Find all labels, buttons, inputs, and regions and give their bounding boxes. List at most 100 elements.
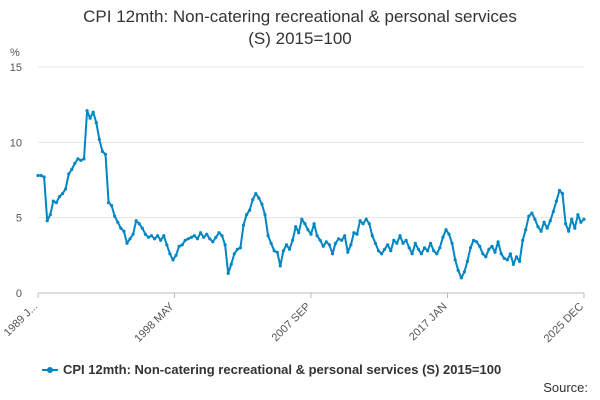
data-point [465, 259, 469, 263]
data-point [398, 234, 402, 238]
data-point [358, 219, 362, 223]
data-point [297, 231, 301, 235]
data-point [564, 222, 568, 226]
source-text: Source: [543, 380, 588, 395]
data-point [245, 213, 249, 217]
data-point [131, 232, 135, 236]
data-point [364, 217, 368, 221]
data-point [343, 234, 347, 238]
data-point [545, 226, 549, 230]
data-point [60, 192, 65, 196]
data-point [214, 235, 218, 239]
data-point [395, 241, 399, 245]
data-point [113, 214, 117, 218]
data-point [238, 246, 242, 250]
chart-title-line-1: CPI 12mth: Non-catering recreational & p… [83, 7, 517, 26]
legend: CPI 12mth: Non-catering recreational & p… [42, 362, 501, 377]
data-point [156, 234, 160, 238]
data-point [573, 226, 577, 230]
data-point [42, 175, 46, 179]
data-point [278, 264, 282, 268]
data-point [208, 237, 212, 241]
data-point [140, 226, 144, 230]
data-point [189, 235, 193, 239]
data-point [48, 213, 52, 217]
data-point [217, 231, 221, 235]
data-point [192, 234, 196, 238]
data-point [462, 270, 466, 274]
data-point [269, 241, 273, 245]
data-point [266, 234, 270, 238]
data-point [472, 238, 476, 242]
data-point [294, 225, 298, 229]
data-point [88, 116, 92, 120]
data-point [487, 247, 491, 251]
data-point [499, 252, 503, 256]
data-point [392, 238, 396, 242]
data-point [453, 258, 457, 262]
data-point [484, 255, 488, 259]
data-point [79, 158, 83, 162]
data-point [413, 241, 417, 245]
data-point [459, 276, 463, 280]
data-point [51, 199, 55, 203]
data-point [122, 229, 126, 233]
data-point [149, 234, 154, 238]
data-point [137, 222, 141, 226]
data-point [557, 188, 562, 193]
x-tick-label: 2007 SEP [270, 301, 314, 345]
data-point [67, 172, 71, 176]
data-point [128, 237, 132, 241]
data-point [76, 157, 80, 161]
data-point [281, 249, 285, 253]
data-point [570, 217, 574, 221]
data-point [205, 232, 209, 236]
y-tick-label: 15 [10, 62, 22, 74]
x-tick-label: 1998 MAY [132, 300, 177, 345]
data-point [527, 214, 531, 218]
data-point [419, 252, 423, 256]
data-point [162, 234, 166, 238]
data-point [143, 232, 147, 236]
data-point [518, 259, 522, 263]
data-point [303, 222, 307, 226]
series-layer [36, 109, 586, 280]
data-point [91, 110, 95, 114]
data-point [327, 243, 331, 247]
data-point [186, 237, 190, 241]
data-point [229, 262, 233, 266]
data-point [272, 249, 276, 253]
data-point [441, 235, 445, 239]
data-point [582, 217, 586, 221]
data-point [57, 195, 62, 199]
data-point [579, 220, 583, 224]
data-point [254, 192, 258, 196]
data-point [82, 157, 86, 161]
data-point [481, 252, 485, 256]
data-point [309, 232, 313, 236]
data-point [407, 246, 411, 250]
data-point [134, 219, 138, 223]
data-point [389, 249, 393, 253]
data-point [318, 238, 322, 242]
data-point [284, 243, 289, 247]
data-point [315, 234, 319, 238]
data-point [195, 237, 200, 241]
data-point [306, 228, 310, 232]
data-point [524, 228, 528, 232]
data-point [551, 210, 555, 214]
data-point [373, 241, 377, 245]
data-point [450, 241, 454, 245]
data-point [422, 246, 427, 250]
x-tick-label: 2025 DEC [542, 301, 586, 345]
data-point [107, 201, 111, 205]
data-point [260, 202, 264, 206]
data-point [183, 238, 187, 242]
data-point [404, 238, 408, 242]
data-point [475, 240, 479, 244]
data-point [165, 243, 169, 247]
data-point [287, 247, 292, 251]
data-point [514, 255, 519, 259]
data-point [100, 149, 104, 153]
data-point [85, 109, 89, 113]
